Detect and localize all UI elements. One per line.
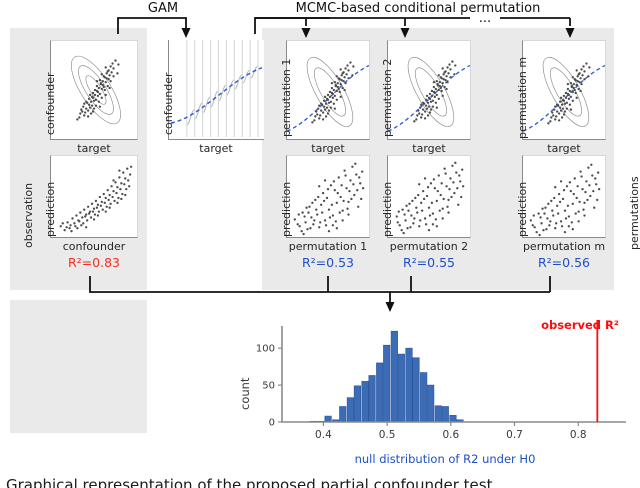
ylabel-gam-fit: confounder [162, 72, 175, 135]
xlabel-confounder-vs-target: target [77, 142, 111, 155]
histogram-ytick-label: 100 [256, 344, 275, 355]
histogram-bar [368, 375, 376, 423]
xlabel-permutation-m-scatter: target [547, 142, 581, 155]
plot-permutation-m-scatter [522, 40, 606, 140]
histogram-xlabel: null distribution of R2 under H0 [354, 452, 536, 466]
histogram-bar [405, 347, 413, 423]
final-prediction-panel [10, 300, 147, 433]
histogram-xtick-label: 0.5 [379, 429, 396, 441]
observed-r2-annotation: observed R² [520, 318, 640, 332]
histogram-bar [353, 385, 361, 423]
r2-permutation-m: R²=0.56 [537, 255, 590, 270]
r2-observed: R²=0.83 [67, 255, 120, 270]
arrow-head-histogram [385, 302, 395, 312]
histogram-xtick-label: 0.7 [506, 429, 523, 441]
plot-prediction-vs-permutation-m [522, 155, 606, 238]
histogram-bar [397, 353, 405, 423]
histogram-ylabel: count [238, 377, 252, 410]
plot-prediction-vs-confounder [50, 155, 138, 238]
histogram-svg: 0 50 100 0.4 0.5 0.6 0.7 0.8 [256, 320, 626, 441]
xlabel-gam-fit: target [199, 142, 233, 155]
ylabel-prediction-vs-confounder: prediction [44, 181, 57, 237]
xlabel-permutation-1-scatter: target [311, 142, 345, 155]
ylabel-permutation-1-scatter: permutation 1 [280, 58, 293, 137]
xlabel-prediction-vs-permutation-m: permutation m [522, 240, 606, 253]
null-distribution-histogram: 0 50 100 0.4 0.5 0.6 0.7 0.8 [236, 318, 632, 448]
r2-permutation-2: R²=0.55 [402, 255, 455, 270]
ylabel-prediction-vs-permutation-1: prediction [280, 181, 293, 237]
plot-prediction-vs-permutation-1 [286, 155, 370, 238]
ylabel-prediction-vs-permutation-m: prediction [516, 181, 529, 237]
observed-r2-text: observed R² [541, 318, 619, 332]
ylabel-permutation-2-scatter: permutation 2 [381, 58, 394, 137]
histogram-bar [376, 362, 384, 423]
mcmc-bracket-title: MCMC-based conditional permutation [295, 1, 541, 16]
observation-group-label: observation [22, 182, 35, 248]
plot-gam-fit [168, 40, 264, 140]
histogram-bar [441, 406, 449, 423]
histogram-ytick-label: 50 [262, 381, 275, 392]
plot-permutation-2-scatter [387, 40, 471, 140]
histogram-bar [383, 344, 391, 423]
histogram-ytick-label: 0 [269, 418, 275, 429]
histogram-xtick-label: 0.6 [442, 429, 459, 441]
ylabel-confounder-vs-target: confounder [44, 72, 57, 135]
gam-bracket-title: GAM [147, 1, 179, 16]
plot-permutation-1-scatter [286, 40, 370, 140]
xlabel-prediction-vs-confounder: confounder [62, 240, 126, 253]
permutations-group-label: permutations [628, 176, 640, 250]
xlabel-permutation-2-scatter: target [412, 142, 446, 155]
histogram-bar [390, 330, 398, 423]
xlabel-prediction-vs-permutation-2: permutation 2 [389, 240, 469, 253]
histogram-xtick-label: 0.8 [570, 429, 587, 441]
arrow-head-gam [181, 28, 191, 38]
plot-confounder-vs-target [50, 40, 138, 140]
figure-caption: Graphical representation of the proposed… [6, 476, 493, 488]
histogram-bar [434, 405, 442, 423]
histogram-bar [346, 397, 354, 423]
plot-prediction-vs-permutation-2 [387, 155, 471, 238]
r2-permutation-1: R²=0.53 [301, 255, 354, 270]
histogram-bar [420, 372, 428, 423]
histogram-bar [449, 415, 457, 423]
histogram-bar [427, 384, 435, 423]
xlabel-prediction-vs-permutation-1: permutation 1 [288, 240, 368, 253]
histogram-bar [361, 381, 369, 423]
histogram-bar [412, 357, 420, 423]
ylabel-prediction-vs-permutation-2: prediction [381, 181, 394, 237]
histogram-bar [339, 406, 347, 423]
histogram-xtick-label: 0.4 [315, 429, 332, 441]
histogram-bar [324, 415, 332, 423]
ylabel-permutation-m-scatter: permutation m [516, 56, 529, 139]
histogram-axes [281, 326, 626, 423]
